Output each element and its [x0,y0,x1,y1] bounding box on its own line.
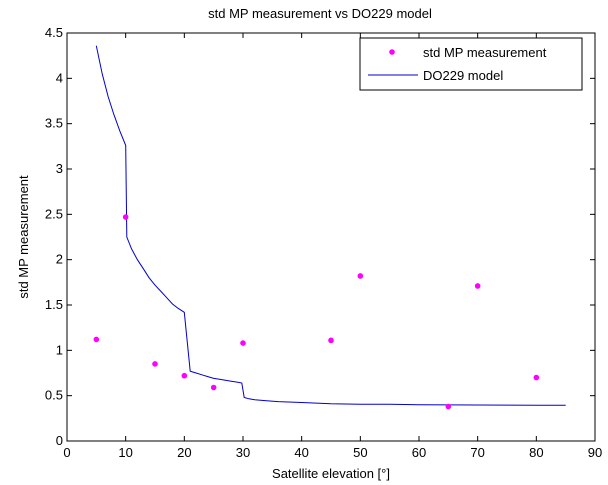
y-tick-label: 3.5 [45,116,63,131]
data-point [240,340,246,346]
legend-label-std-mp: std MP measurement [423,45,547,60]
x-tick-label: 40 [294,445,308,460]
x-tick-label: 90 [588,445,602,460]
data-point [181,372,188,379]
y-tick-label: 0.5 [45,388,63,403]
x-tick-label: 20 [177,445,191,460]
y-axis: 0 0.5 1 1.5 2 2.5 3 3.5 4 4.5 [45,25,595,448]
x-tick-label: 50 [353,445,367,460]
x-tick-label: 30 [236,445,250,460]
data-point [533,374,540,381]
y-tick-label: 1 [56,342,63,357]
legend-box [359,37,583,91]
data-point [152,361,158,367]
x-tick-label: 10 [118,445,132,460]
y-tick-label: 1.5 [45,297,63,312]
y-tick-label: 3 [56,161,63,176]
x-tick-label: 70 [470,445,484,460]
y-axis-label: std MP measurement [16,175,31,299]
data-point [445,403,452,410]
data-point [474,283,481,289]
legend-marker-std-mp [389,49,395,55]
series-line-do229 [95,45,566,406]
y-tick-label: 4 [56,70,63,85]
plot-area [66,32,596,442]
y-tick-label: 2 [56,252,63,267]
legend: std MP measurement DO229 model [359,37,583,91]
chart-title: std MP measurement vs DO229 model [208,6,432,21]
data-point [357,273,364,279]
x-tick-label: 80 [529,445,543,460]
x-axis-label: Satellite elevation [°] [272,466,390,481]
data-point [328,337,334,344]
x-tick-label: 0 [63,445,70,460]
data-point [210,384,217,391]
y-tick-label: 0 [56,433,63,448]
x-tick-label: 60 [412,445,426,460]
chart-marks [93,45,566,410]
data-point [122,214,129,220]
y-tick-label: 4.5 [45,25,63,40]
data-point [93,336,100,343]
y-tick-label: 2.5 [45,206,63,221]
x-axis: 0 10 20 30 40 50 60 70 80 90 [63,33,602,460]
legend-label-do229: DO229 model [423,68,503,83]
